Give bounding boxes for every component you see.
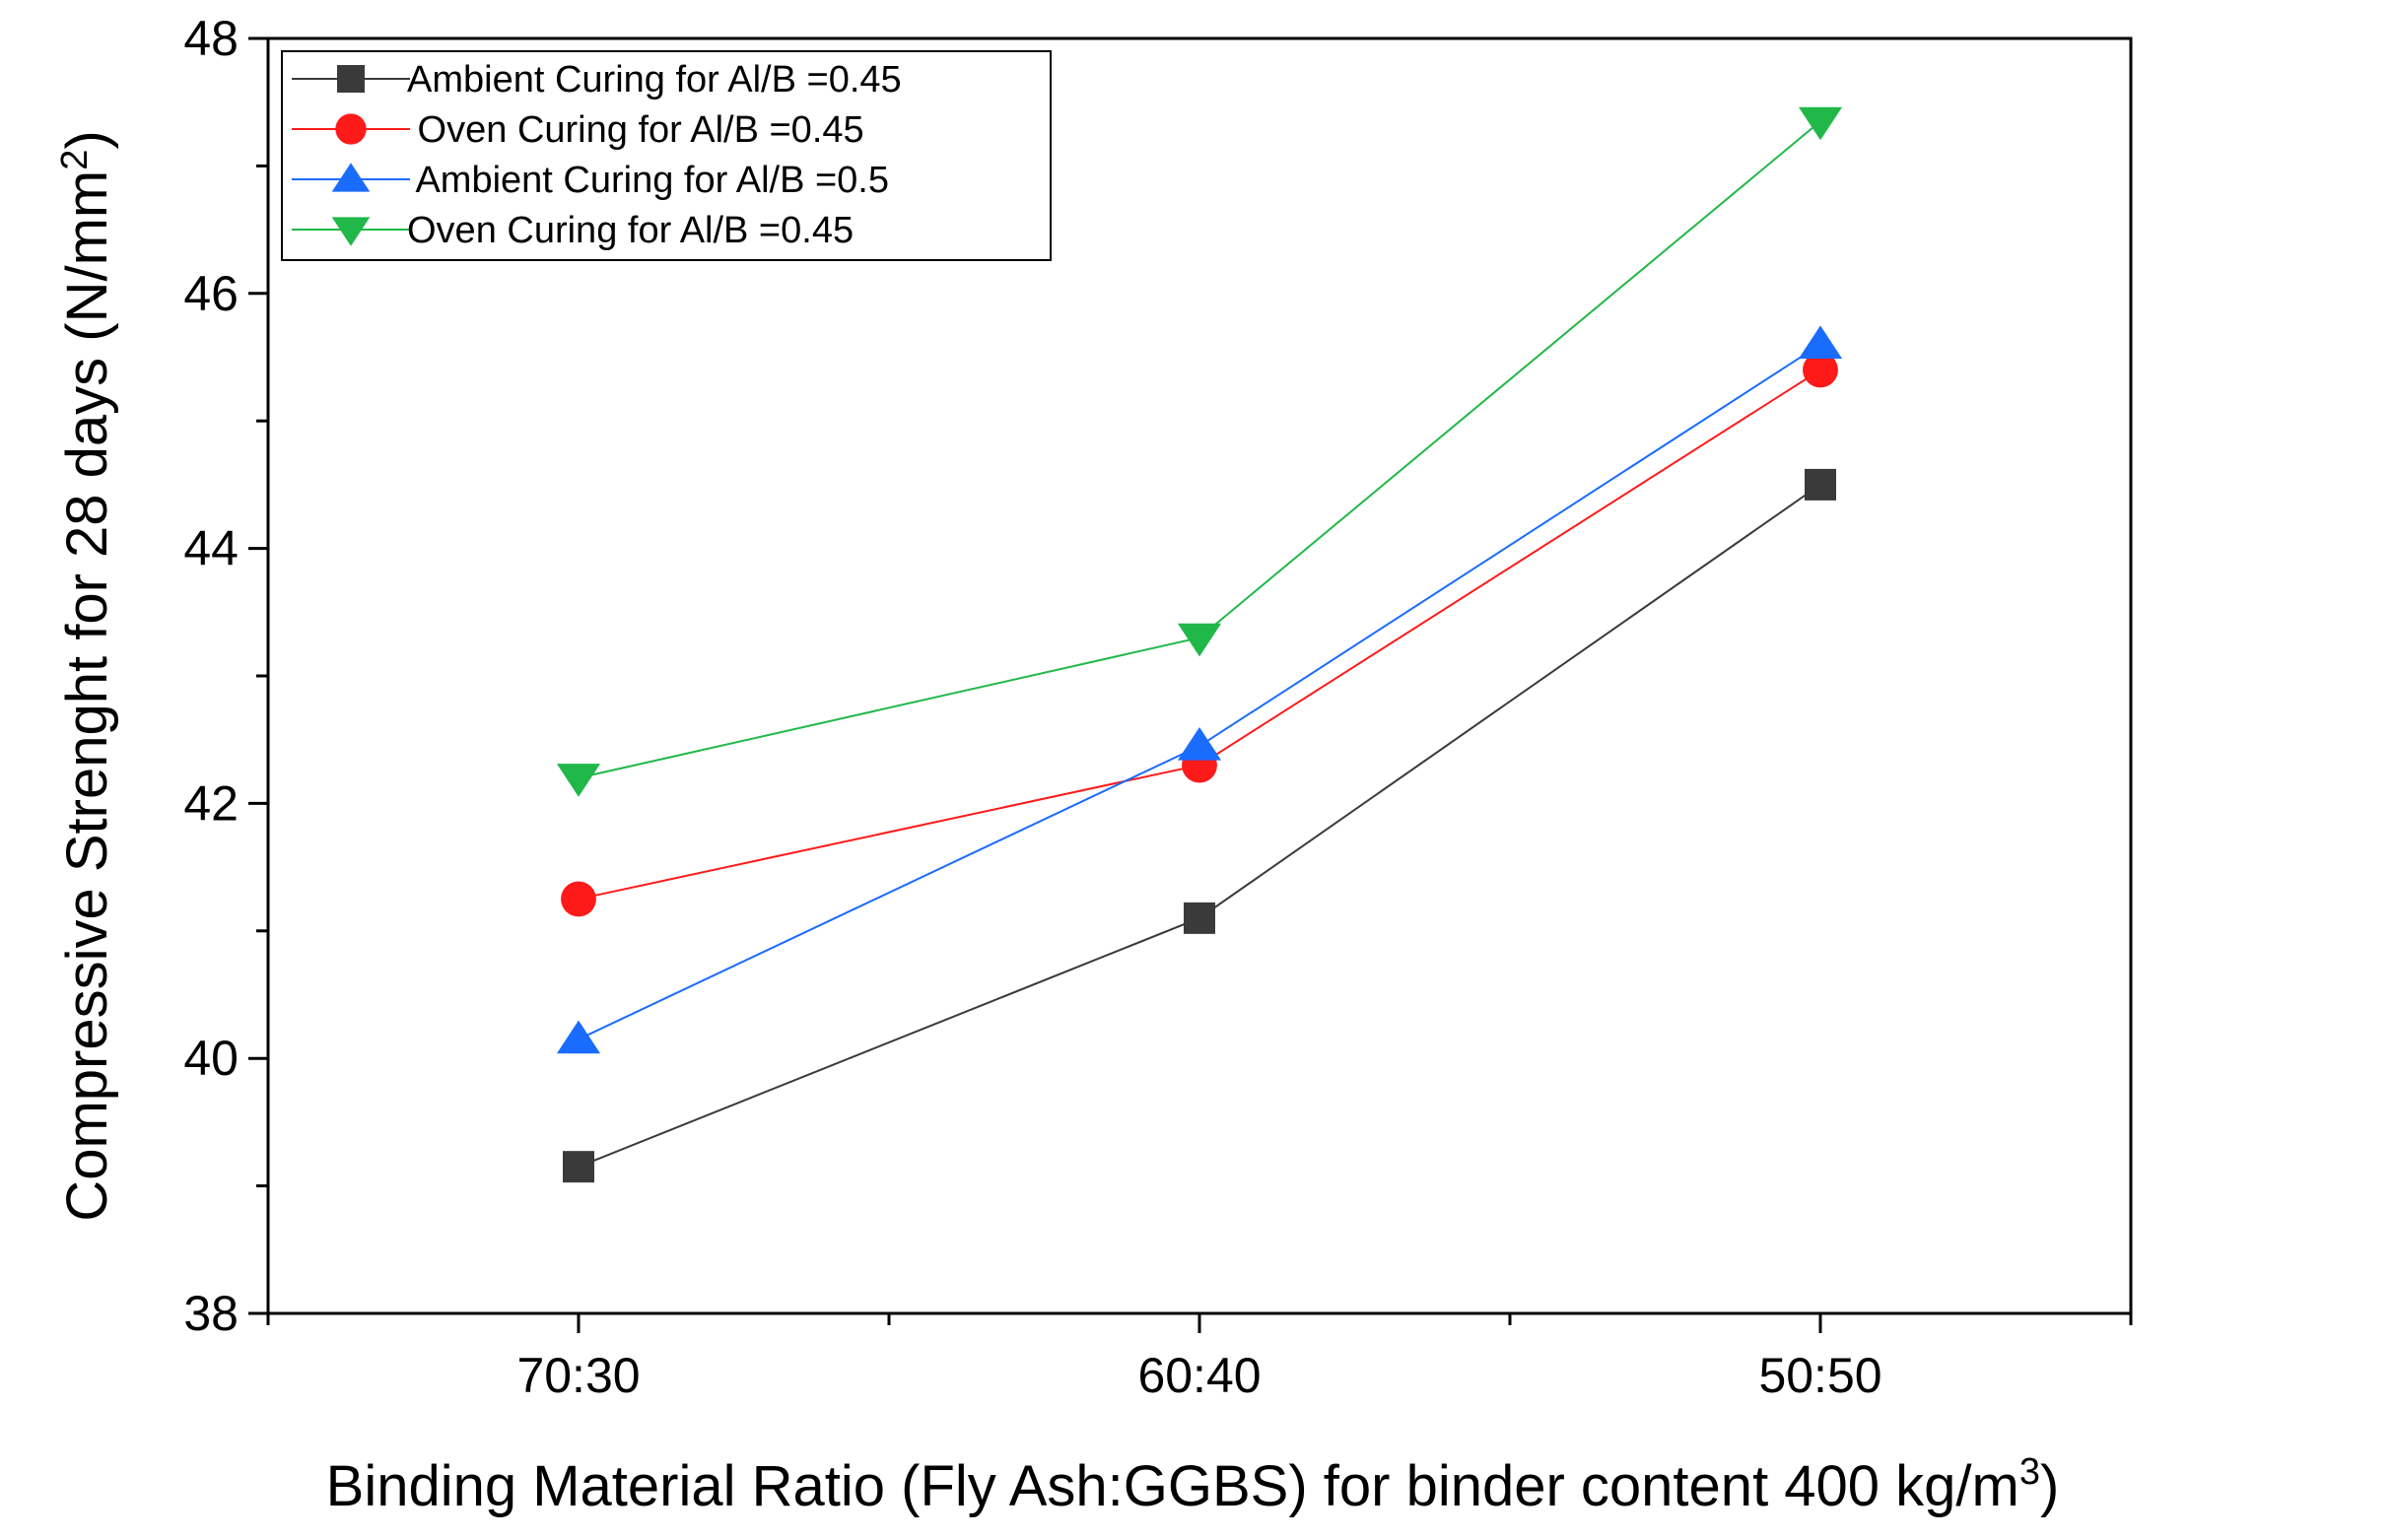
data-point xyxy=(1798,106,1843,141)
legend-item-2: Oven Curing for Al/B =0.45 xyxy=(292,109,864,151)
x-tick-label: 50:50 xyxy=(1758,1348,1881,1403)
series-3 xyxy=(556,325,1843,1054)
legend-label: Oven Curing for Al/B =0.45 xyxy=(407,109,864,151)
y-tick-label: 40 xyxy=(183,1031,239,1086)
data-point xyxy=(1177,623,1222,657)
legend-label: Ambient Curing for Al/B =0.45 xyxy=(407,59,902,100)
data-point xyxy=(1177,726,1222,761)
x-axis-title: Binding Material Ratio (Fly Ash:GGBS) fo… xyxy=(326,1451,2060,1518)
legend-label: Ambient Curing for Al/B =0.5 xyxy=(407,160,889,201)
legend-marker xyxy=(337,65,365,93)
series-4 xyxy=(556,106,1843,797)
series-layer xyxy=(556,106,1843,1183)
series-line xyxy=(578,343,1821,1040)
legend-marker xyxy=(335,113,367,145)
data-point xyxy=(1184,902,1215,934)
x-tick-label: 70:30 xyxy=(516,1348,640,1403)
legend-item-1: Ambient Curing for Al/B =0.45 xyxy=(292,59,902,100)
legend-marker xyxy=(331,217,371,246)
y-tick-label: 46 xyxy=(183,266,239,321)
y-axis-title-text: Compressive Strenght for 28 days (N/mm xyxy=(55,170,119,1222)
y-tick-label: 44 xyxy=(183,521,239,576)
data-point xyxy=(561,881,596,917)
y-axis-title-end: ) xyxy=(55,130,119,149)
data-point xyxy=(1805,468,1836,501)
legend-box xyxy=(281,50,1052,261)
data-point xyxy=(1798,325,1843,359)
axis-ticks: 38 40 42 44 46 48 70:30 60:40 50:50 xyxy=(183,11,2133,1403)
y-tick-label: 48 xyxy=(183,11,239,66)
x-tick-label: 60:40 xyxy=(1137,1348,1261,1403)
data-point xyxy=(556,1020,601,1054)
data-point xyxy=(556,764,601,797)
x-axis-title-text: Binding Material Ratio (Fly Ash:GGBS) fo… xyxy=(326,1454,2019,1518)
y-tick-label: 38 xyxy=(183,1286,239,1341)
legend-label: Oven Curing for Al/B =0.45 xyxy=(407,210,854,251)
y-axis-title: Compressive Strenght for 28 days (N/mm2) xyxy=(54,130,119,1221)
legend-marker xyxy=(331,163,371,192)
legend: Ambient Curing for Al/B =0.45 Oven Curin… xyxy=(281,50,1052,261)
data-point xyxy=(1803,352,1838,388)
x-axis-title-end: ) xyxy=(2040,1454,2059,1518)
series-line xyxy=(578,484,1821,1169)
legend-item-4: Oven Curing for Al/B =0.45 xyxy=(292,210,854,251)
y-axis-title-sup: 2 xyxy=(54,150,96,170)
x-axis-title-sup: 3 xyxy=(2019,1451,2040,1493)
legend-item-3: Ambient Curing for Al/B =0.5 xyxy=(292,160,889,201)
series-1 xyxy=(563,468,1836,1183)
y-tick-label: 42 xyxy=(183,775,239,831)
data-point xyxy=(563,1151,594,1183)
legend-items: Ambient Curing for Al/B =0.45 Oven Curin… xyxy=(292,59,902,251)
